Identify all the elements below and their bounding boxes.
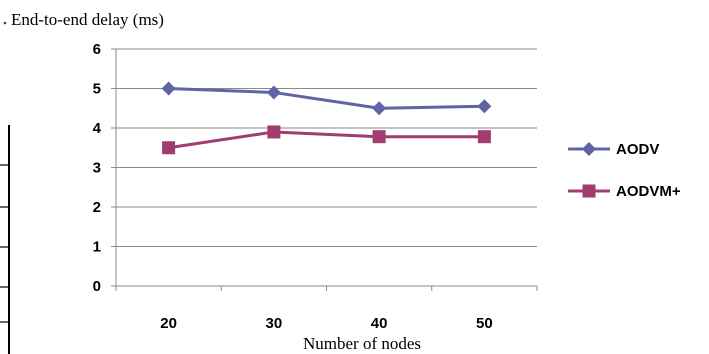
legend-marker-aodvm [582,184,596,198]
data-point-aodvm-20 [162,141,176,155]
data-point-aodvm-40 [372,130,386,144]
x-tick-label-20: 20 [160,315,177,332]
data-point-aodv-30 [266,85,281,100]
y-tick-labels: 0 1 2 3 4 5 6 [93,41,102,295]
data-point-aodvm-30 [267,125,281,139]
y-tick-label-5: 5 [93,81,101,98]
chart-title: End-to-end delay (ms) [11,10,164,29]
x-tick-label-50: 50 [476,315,493,332]
x-tick-labels: 20 30 40 50 [160,315,492,332]
x-tick-label-40: 40 [371,315,388,332]
y-tick-label-6: 6 [93,41,101,58]
y-tick-label-1: 1 [93,239,101,256]
gridlines [116,48,537,247]
series-line-aodv [168,87,485,110]
data-point-aodvm-50 [477,130,491,144]
series-layer [161,81,492,155]
y-tick-label-4: 4 [93,120,102,137]
page-fragment [0,21,10,354]
axes [111,48,538,291]
series-line-aodvm [168,130,485,150]
y-tick-label-3: 3 [93,160,101,177]
y-tick-label-2: 2 [93,199,101,216]
data-point-aodv-50 [477,99,492,114]
data-point-aodv-20 [161,81,176,96]
x-axis-title: Number of nodes [303,334,421,353]
legend-label-aodvm: AODVM+ [616,183,681,200]
legend-label-aodv: AODV [616,141,659,158]
data-point-aodv-40 [372,101,387,116]
legend-marker-aodv [582,142,596,156]
x-tick-label-30: 30 [266,315,283,332]
y-tick-label-0: 0 [93,278,101,295]
legend: AODV AODVM+ [568,141,681,200]
